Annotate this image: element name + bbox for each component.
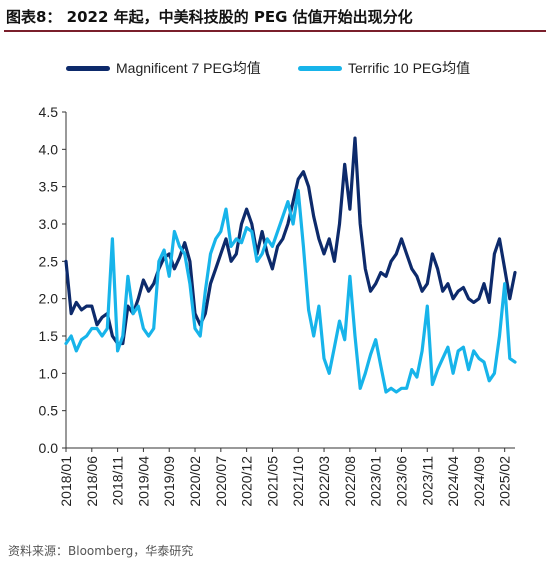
y-tick-label: 4.0	[39, 141, 59, 157]
y-tick-label: 1.0	[39, 365, 59, 381]
x-tick-label: 2023/06	[393, 456, 409, 507]
y-tick-label: 1.5	[39, 328, 59, 344]
x-tick-label: 2021/05	[264, 456, 280, 507]
series-line-2	[64, 188, 517, 394]
x-tick-label: 2019/09	[161, 456, 177, 507]
x-tick-label: 2025/02	[497, 456, 513, 507]
x-tick-label: 2020/12	[239, 456, 255, 507]
x-tick-label: 2018/06	[84, 456, 100, 507]
y-tick-label: 3.5	[39, 179, 59, 195]
x-tick-label: 2023/11	[419, 456, 435, 506]
x-tick-label: 2024/04	[445, 456, 461, 507]
x-tick-label: 2024/09	[471, 456, 487, 507]
x-tick-label: 2021/10	[290, 456, 306, 507]
x-tick-label: 2023/01	[368, 456, 384, 507]
legend-item-series-2: Terrific 10 PEG均值	[298, 56, 470, 80]
x-tick-label: 2018/11	[110, 456, 126, 506]
y-tick-label: 0.0	[39, 440, 59, 456]
y-tick-label: 2.5	[39, 253, 59, 269]
x-tick-label: 2020/07	[213, 456, 229, 507]
legend-label-series-1: Magnificent 7 PEG均值	[116, 60, 261, 76]
legend-item-series-1: Magnificent 7 PEG均值	[66, 56, 261, 80]
title-divider	[4, 30, 546, 32]
chart-title: 图表8： 2022 年起，中美科技股的 PEG 估值开始出现分化	[6, 8, 413, 26]
y-tick-label: 2.0	[39, 291, 59, 307]
line-chart: 0.0 0.5 1.0 1.5 2.0 2.5 3.0 3.5 4.0 4.5 2018/01 201…	[39, 104, 517, 507]
legend-swatch-series-1	[66, 65, 110, 71]
y-tick-label: 4.5	[39, 104, 59, 120]
legend-label-series-2: Terrific 10 PEG均值	[348, 60, 471, 76]
y-tick-label: 0.5	[39, 403, 59, 419]
x-tick-label: 2022/03	[316, 456, 332, 507]
x-tick-label: 2019/04	[135, 456, 151, 507]
legend-swatch-series-2	[298, 65, 342, 71]
x-tick-label: 2020/02	[187, 456, 203, 507]
y-tick-label: 3.0	[39, 216, 59, 232]
source-note: 资料来源：Bloomberg，华泰研究	[8, 544, 194, 558]
x-tick-label: 2022/08	[342, 456, 358, 507]
legend: Magnificent 7 PEG均值 Terrific 10 PEG均值	[0, 56, 550, 80]
x-tick-label: 2018/01	[58, 456, 74, 507]
